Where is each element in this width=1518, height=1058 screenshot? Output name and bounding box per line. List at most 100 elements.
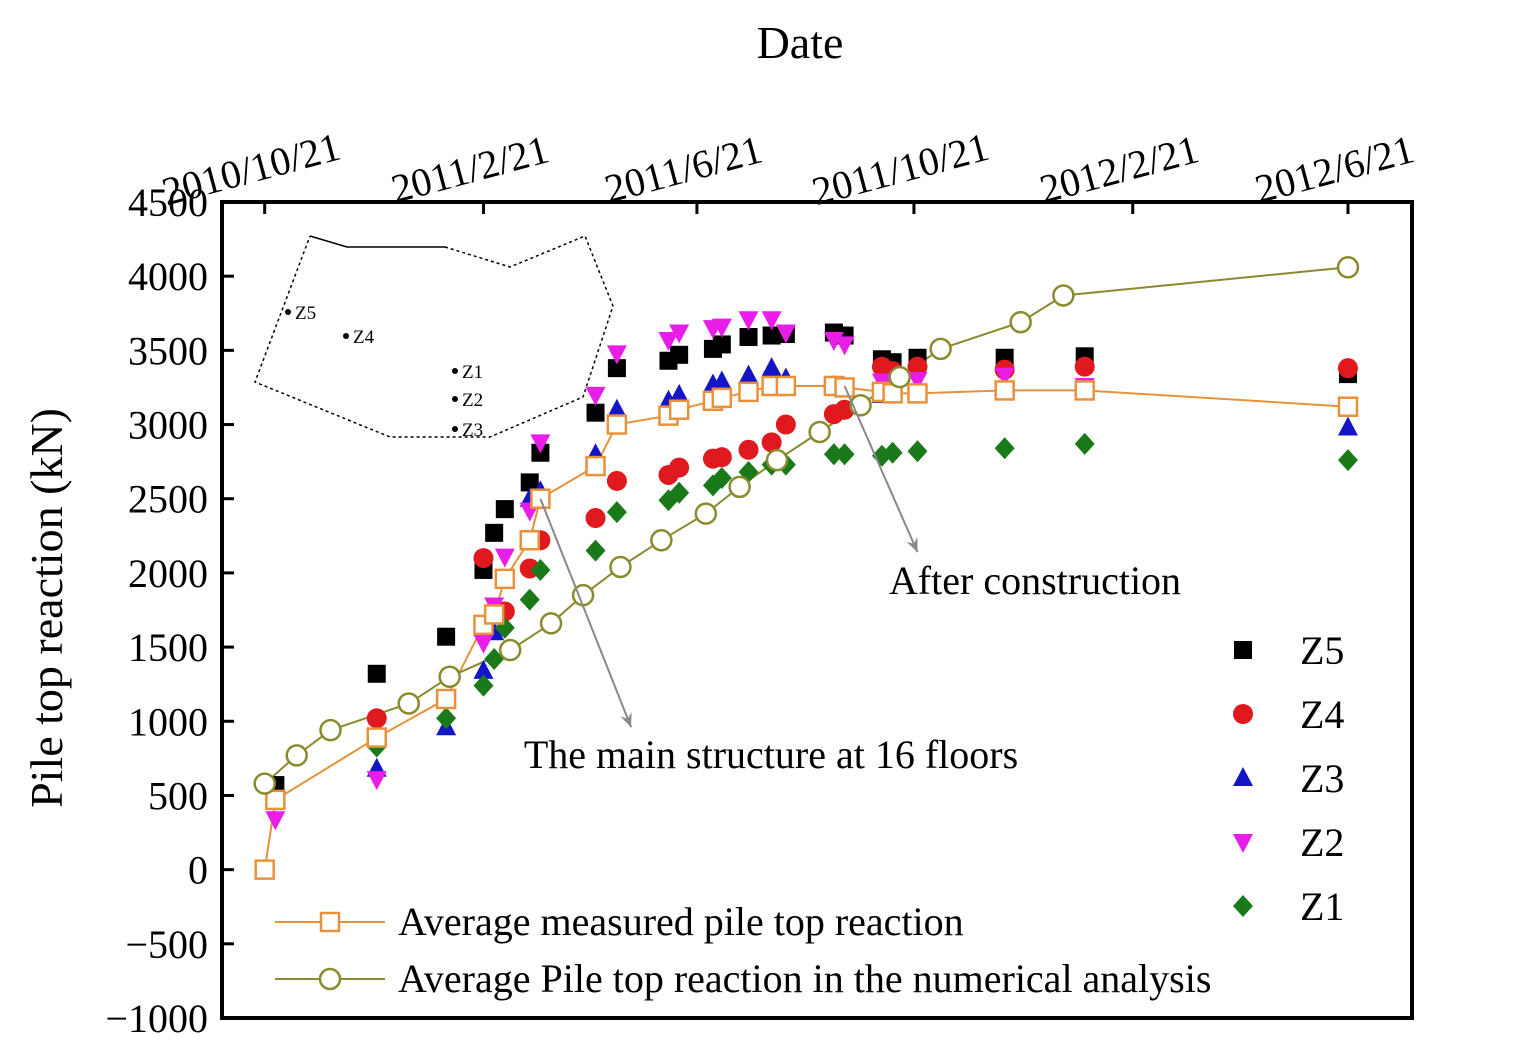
series-z1-point bbox=[994, 437, 1015, 460]
series-average-measured-pile-top-reaction-point bbox=[494, 568, 516, 590]
inset-point bbox=[343, 333, 349, 339]
series-average-pile-top-reaction-in-the-numerical-analysis-point bbox=[929, 337, 952, 361]
y-tick-label: 1000 bbox=[128, 699, 208, 744]
y-tick-label: 3000 bbox=[128, 403, 208, 448]
series-average-measured-pile-top-reaction-point bbox=[711, 387, 733, 409]
series-average-pile-top-reaction-in-the-numerical-analysis-point bbox=[397, 692, 421, 715]
main-structure-label: The main structure at 16 floors bbox=[524, 732, 1018, 777]
series-z4-point bbox=[366, 708, 387, 729]
series-z4-point bbox=[775, 414, 796, 435]
plot-frame bbox=[220, 200, 1414, 1020]
series-average-measured-pile-top-reaction-point bbox=[366, 727, 388, 748]
series-average-measured-pile-top-reaction-point bbox=[606, 414, 628, 435]
inset-outline bbox=[309, 235, 445, 248]
series-average-measured-pile-top-reaction-line bbox=[263, 385, 1349, 870]
series-z2-point bbox=[606, 345, 627, 365]
series-average-pile-top-reaction-in-the-numerical-analysis-point bbox=[438, 665, 461, 689]
inset-point bbox=[452, 426, 458, 432]
series-average-measured-pile-top-reaction-point bbox=[668, 399, 690, 420]
series-z1-point bbox=[530, 558, 551, 581]
y-tick-label: 1500 bbox=[128, 625, 208, 670]
series-average-measured-pile-top-reaction-point bbox=[1337, 396, 1359, 417]
y-axis-title: Pile top reaction (kN) bbox=[21, 408, 72, 808]
inset-plan: Z5 Z4 Z1 Z2 Z3 bbox=[254, 235, 614, 441]
x-tick-label: 2011/6/21 bbox=[600, 126, 767, 211]
series-z5-point bbox=[762, 326, 781, 345]
series-average-measured-pile-top-reaction-point bbox=[254, 859, 275, 880]
series-z4-point bbox=[669, 457, 690, 478]
series-z3-point bbox=[669, 383, 690, 403]
series-z1-point bbox=[519, 588, 540, 611]
series-z4-point bbox=[738, 439, 759, 460]
inset-point-label: Z2 bbox=[462, 390, 483, 411]
legend-bottom-label: Average Pile top reaction in the numeric… bbox=[398, 956, 1211, 1001]
y-tick-label: 3500 bbox=[128, 328, 208, 373]
series-average-pile-top-reaction-in-the-numerical-analysis-point bbox=[808, 420, 831, 444]
series-z4-point bbox=[907, 356, 928, 377]
legends: Z5 Z4 Z3 Z2 Z1 Average measured pile top reac… bbox=[275, 628, 1344, 1001]
series-average-pile-top-reaction-in-the-numerical-analysis-point bbox=[319, 718, 342, 742]
legend-bottom-marker bbox=[318, 967, 342, 991]
series-average-pile-top-reaction-in-the-numerical-analysis-point bbox=[285, 744, 308, 767]
series-z1-point bbox=[882, 441, 903, 464]
legend-right-marker bbox=[1234, 641, 1252, 659]
series-z2-point bbox=[669, 324, 690, 344]
series-average-measured-pile-top-reaction-point bbox=[738, 381, 759, 403]
series-average-pile-top-reaction-in-the-numerical-analysis-point bbox=[888, 365, 911, 389]
legend-right-marker bbox=[1233, 834, 1253, 853]
legend-right-marker bbox=[1233, 704, 1253, 724]
series-z1-point bbox=[473, 674, 494, 697]
main-structure-arrowhead bbox=[620, 711, 632, 728]
series-average-measured-pile-top-reaction-point bbox=[519, 530, 540, 551]
series-z5-point bbox=[437, 627, 456, 646]
series-z2-point bbox=[775, 324, 796, 344]
series-average-pile-top-reaction-in-the-numerical-analysis-point bbox=[765, 448, 789, 472]
series-average-pile-top-reaction-in-the-numerical-analysis-point bbox=[498, 638, 522, 662]
legend-right-label: Z4 bbox=[1300, 692, 1344, 737]
series-average-pile-top-reaction-in-the-numerical-analysis-line bbox=[264, 266, 1349, 785]
annotations: After construction The main structure at … bbox=[524, 385, 1181, 777]
series-average-pile-top-reaction-in-the-numerical-analysis-point bbox=[1052, 284, 1075, 307]
series-average-measured-pile-top-reaction-point bbox=[585, 455, 606, 477]
series-z5-point bbox=[495, 500, 514, 519]
series-markers bbox=[253, 256, 1360, 880]
series-average-pile-top-reaction-in-the-numerical-analysis-point bbox=[1336, 256, 1360, 279]
legend-right-label: Z1 bbox=[1300, 884, 1344, 929]
series-z2-point bbox=[265, 811, 286, 831]
series-average-measured-pile-top-reaction-point bbox=[907, 383, 928, 404]
inset-point bbox=[452, 396, 458, 402]
series-z1-point bbox=[1074, 432, 1095, 455]
legend-right-marker bbox=[1233, 767, 1253, 786]
series-z1-point bbox=[823, 443, 844, 466]
series-average-pile-top-reaction-in-the-numerical-analysis-point bbox=[1009, 310, 1032, 334]
series-z5-point bbox=[367, 664, 386, 683]
series-average-measured-pile-top-reaction-point bbox=[483, 604, 505, 625]
series-average-measured-pile-top-reaction-point bbox=[994, 380, 1015, 401]
series-z5-point bbox=[485, 523, 504, 542]
series-average-pile-top-reaction-in-the-numerical-analysis-point bbox=[650, 529, 673, 552]
inset-point bbox=[452, 368, 458, 374]
legend-bottom-label: Average measured pile top reaction bbox=[398, 899, 964, 944]
main-structure-arrow bbox=[539, 498, 633, 728]
x-tick-label: 2011/2/21 bbox=[387, 126, 554, 211]
after-construction-arrow bbox=[843, 385, 919, 553]
series-z5-point bbox=[520, 473, 539, 492]
series-z3-point bbox=[473, 659, 494, 679]
series-z3-point bbox=[606, 398, 627, 418]
series-z1-point bbox=[669, 481, 690, 504]
series-z1-point bbox=[1337, 449, 1358, 472]
series-z5-point bbox=[586, 403, 605, 422]
series-average-pile-top-reaction-in-the-numerical-analysis-point bbox=[253, 772, 276, 795]
y-tick-label: 2500 bbox=[128, 477, 208, 522]
series-z4-point bbox=[473, 548, 494, 569]
series-z2-point bbox=[530, 434, 551, 454]
series-z2-point bbox=[994, 367, 1015, 387]
series-z1-point bbox=[484, 647, 505, 670]
series-average-pile-top-reaction-in-the-numerical-analysis-point bbox=[728, 475, 751, 499]
series-z2-point bbox=[366, 771, 387, 791]
series-z1-point bbox=[711, 466, 732, 489]
inset-outline-dashed bbox=[254, 235, 614, 438]
series-average-pile-top-reaction-in-the-numerical-analysis-point bbox=[609, 555, 632, 579]
series-z5-point bbox=[739, 328, 758, 347]
